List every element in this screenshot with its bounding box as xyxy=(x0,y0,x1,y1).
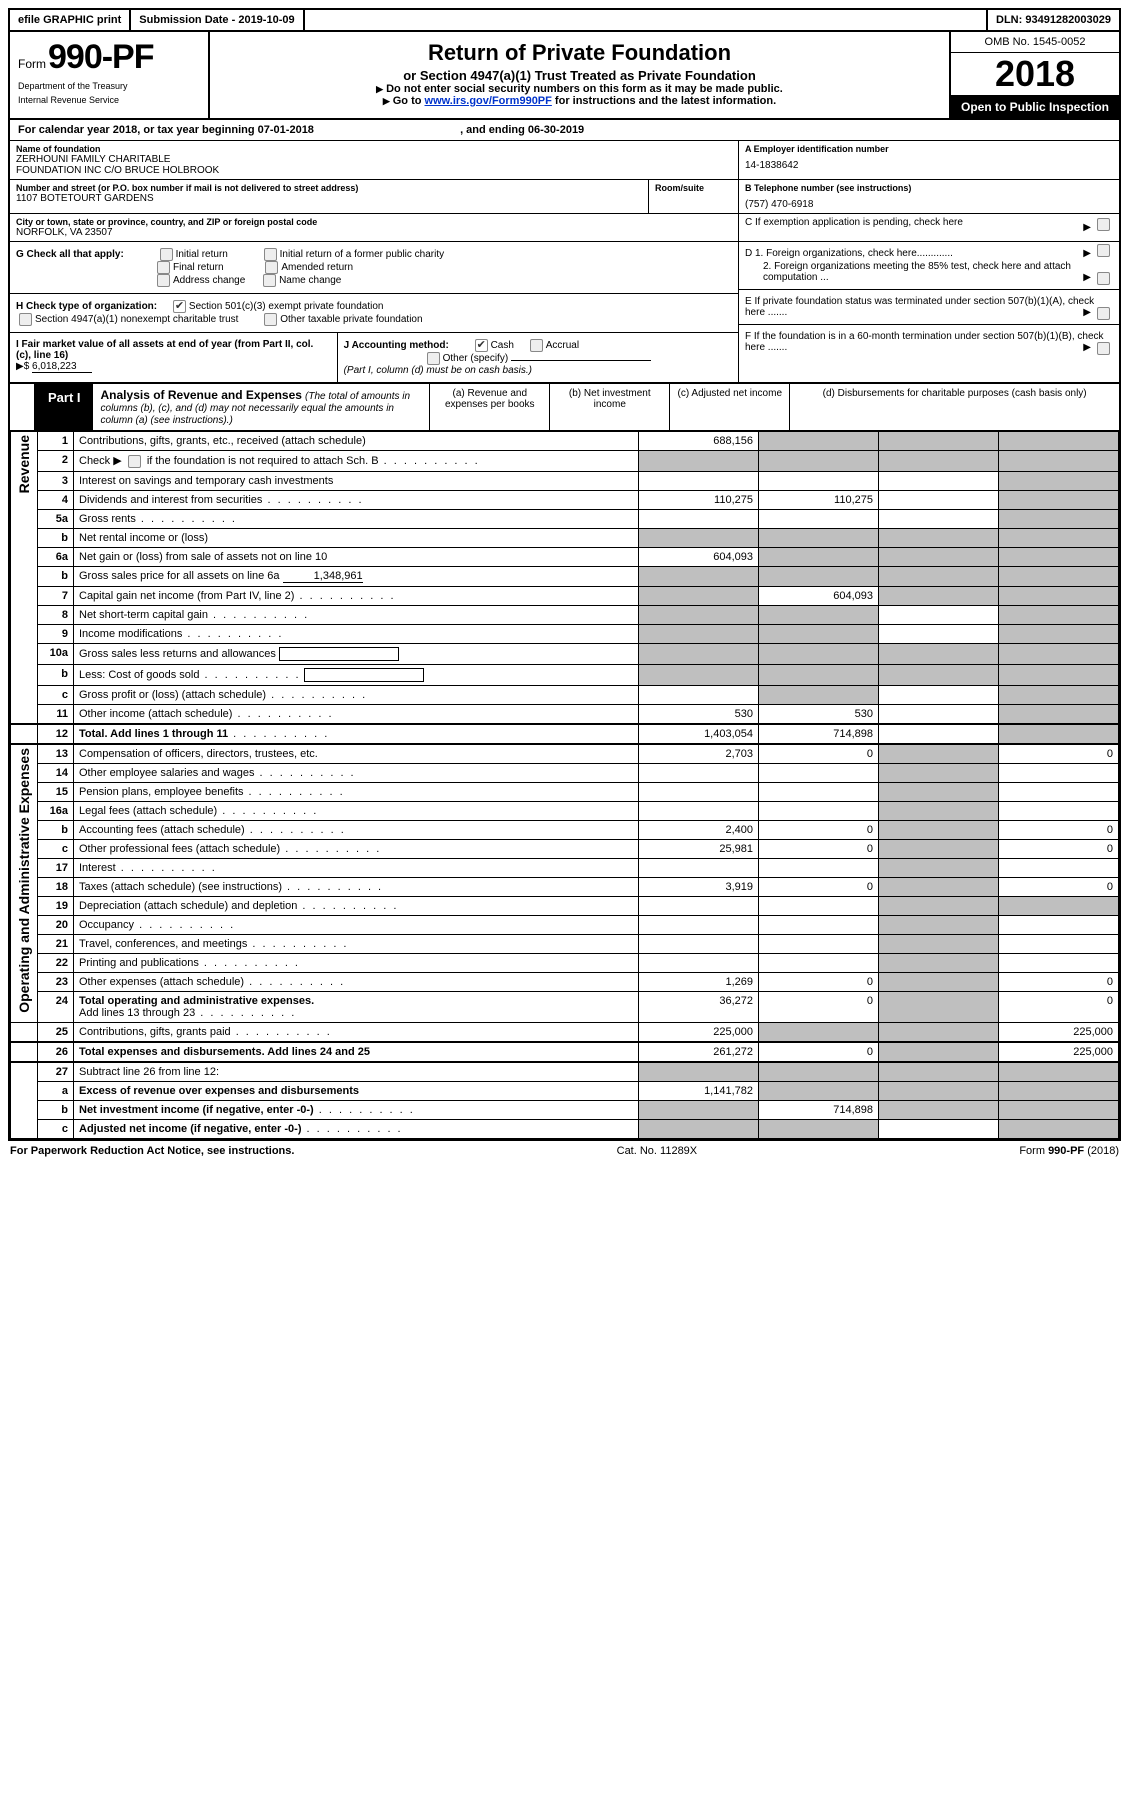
calendar-year-row: For calendar year 2018, or tax year begi… xyxy=(10,120,1119,141)
footer-left: For Paperwork Reduction Act Notice, see … xyxy=(10,1145,294,1157)
r2-checkbox[interactable] xyxy=(128,455,141,468)
revenue-label: Revenue xyxy=(16,435,32,493)
j-accrual[interactable] xyxy=(530,339,543,352)
c-checkbox[interactable] xyxy=(1097,218,1110,231)
h-row: H Check type of organization: Section 50… xyxy=(10,294,738,333)
dept-irs: Internal Revenue Service xyxy=(18,95,200,105)
submission-date: Submission Date - 2019-10-09 xyxy=(131,10,304,30)
efile-label: efile GRAPHIC print xyxy=(10,10,131,30)
j-cash[interactable] xyxy=(475,339,488,352)
identity-row-1: Name of foundation ZERHOUNI FAMILY CHARI… xyxy=(10,141,1119,180)
page-footer: For Paperwork Reduction Act Notice, see … xyxy=(8,1141,1121,1161)
col-c-hdr: (c) Adjusted net income xyxy=(670,384,790,430)
d-row: D 1. Foreign organizations, check here..… xyxy=(739,242,1119,290)
city-state-zip: NORFOLK, VA 23507 xyxy=(16,227,113,238)
form-container: efile GRAPHIC print Submission Date - 20… xyxy=(8,8,1121,1141)
identity-row-3: City or town, state or province, country… xyxy=(10,214,1119,242)
c-label: C If exemption application is pending, c… xyxy=(745,217,963,228)
form-subtitle: or Section 4947(a)(1) Trust Treated as P… xyxy=(220,68,939,83)
street-address: 1107 BOTETOURT GARDENS xyxy=(16,193,154,204)
g-initial-return[interactable] xyxy=(160,248,173,261)
footer-right: Form 990-PF (2018) xyxy=(1019,1145,1119,1157)
header-mid: Return of Private Foundation or Section … xyxy=(210,32,949,118)
g-amended[interactable] xyxy=(265,261,278,274)
g-final-return[interactable] xyxy=(157,261,170,274)
identity-row-2: Number and street (or P.O. box number if… xyxy=(10,180,1119,214)
instructions-link[interactable]: www.irs.gov/Form990PF xyxy=(425,95,552,107)
header-left: Form 990-PF Department of the Treasury I… xyxy=(10,32,210,118)
checks-block: G Check all that apply: Initial return I… xyxy=(10,242,1119,384)
h-501c3[interactable] xyxy=(173,300,186,313)
col-d-hdr: (d) Disbursements for charitable purpose… xyxy=(790,384,1119,430)
part1-table: Revenue 1Contributions, gifts, grants, e… xyxy=(10,431,1119,1139)
note-link: Go to www.irs.gov/Form990PF for instruct… xyxy=(220,95,939,107)
tax-year: 2018 xyxy=(951,53,1119,95)
col-a-hdr: (a) Revenue and expenses per books xyxy=(430,384,550,430)
g-address-change[interactable] xyxy=(157,274,170,287)
form-word: Form xyxy=(18,57,46,71)
e-row: E If private foundation status was termi… xyxy=(739,290,1119,325)
form-title: Return of Private Foundation xyxy=(220,40,939,66)
j-other[interactable] xyxy=(427,352,440,365)
h-4947[interactable] xyxy=(19,313,32,326)
ij-row: I Fair market value of all assets at end… xyxy=(10,333,738,382)
part1-header-row: Part I Analysis of Revenue and Expenses … xyxy=(10,384,1119,431)
d1-checkbox[interactable] xyxy=(1097,244,1110,257)
expenses-label: Operating and Administrative Expenses xyxy=(16,748,32,1013)
r6b-inline: 1,348,961 xyxy=(283,570,363,583)
f-row: F If the foundation is in a 60-month ter… xyxy=(739,325,1119,359)
g-row: G Check all that apply: Initial return I… xyxy=(10,242,738,294)
topbar: efile GRAPHIC print Submission Date - 20… xyxy=(10,10,1119,32)
e-checkbox[interactable] xyxy=(1097,307,1110,320)
ein-value: 14-1838642 xyxy=(745,160,1113,171)
open-public: Open to Public Inspection xyxy=(951,95,1119,118)
h-other-taxable[interactable] xyxy=(264,313,277,326)
f-checkbox[interactable] xyxy=(1097,342,1110,355)
g-initial-former[interactable] xyxy=(264,248,277,261)
foundation-name-1: ZERHOUNI FAMILY CHARITABLE xyxy=(16,154,170,165)
r1-a: 688,156 xyxy=(639,432,759,451)
dept-treasury: Department of the Treasury xyxy=(18,81,200,91)
d2-checkbox[interactable] xyxy=(1097,272,1110,285)
omb-number: OMB No. 1545-0052 xyxy=(951,32,1119,53)
telephone: (757) 470-6918 xyxy=(745,199,1113,210)
footer-mid: Cat. No. 11289X xyxy=(617,1145,698,1157)
col-b-hdr: (b) Net investment income xyxy=(550,384,670,430)
header-right: OMB No. 1545-0052 2018 Open to Public In… xyxy=(949,32,1119,118)
form-header: Form 990-PF Department of the Treasury I… xyxy=(10,32,1119,120)
part1-tag: Part I xyxy=(36,384,93,430)
dln: DLN: 93491282003029 xyxy=(988,10,1119,30)
form-number: 990-PF xyxy=(48,38,154,77)
foundation-name-2: FOUNDATION INC C/O BRUCE HOLBROOK xyxy=(16,165,219,176)
note-ssn: Do not enter social security numbers on … xyxy=(220,83,939,95)
g-name-change[interactable] xyxy=(263,274,276,287)
fmv-value: 6,018,223 xyxy=(32,361,92,373)
